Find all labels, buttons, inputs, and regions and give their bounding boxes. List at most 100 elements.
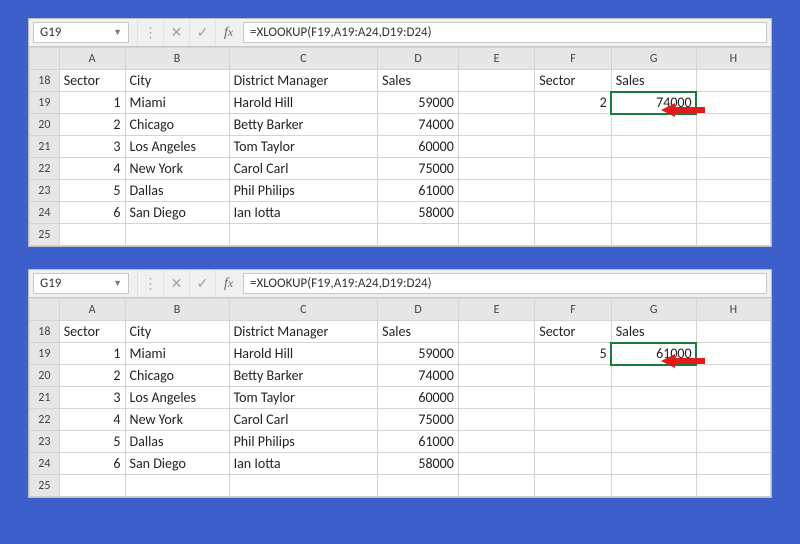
cell[interactable] (535, 475, 611, 497)
cell[interactable] (378, 224, 459, 246)
cell[interactable] (696, 343, 770, 365)
cell[interactable] (696, 409, 770, 431)
header-cell[interactable]: Sector (59, 321, 125, 343)
cell[interactable] (696, 92, 770, 114)
row-header[interactable]: 19 (30, 343, 60, 365)
cell[interactable] (611, 114, 696, 136)
cell[interactable] (535, 180, 611, 202)
header-cell[interactable]: Sales (378, 321, 459, 343)
cell[interactable]: 1 (59, 92, 125, 114)
cell[interactable]: 60000 (378, 387, 459, 409)
cell[interactable] (535, 202, 611, 224)
cell[interactable] (611, 158, 696, 180)
row-header[interactable]: 24 (30, 202, 60, 224)
cell[interactable] (229, 224, 378, 246)
cell[interactable] (458, 224, 534, 246)
cell[interactable]: Los Angeles (125, 387, 229, 409)
cell[interactable] (535, 409, 611, 431)
cell[interactable]: 5 (59, 180, 125, 202)
cancel-icon[interactable]: ✕ (163, 19, 189, 46)
fx-icon[interactable]: fx (215, 19, 241, 46)
fx-icon[interactable]: fx (215, 270, 241, 297)
chevron-down-icon[interactable]: ▼ (113, 27, 122, 38)
row-header[interactable]: 22 (30, 409, 60, 431)
row-header[interactable]: 18 (30, 321, 60, 343)
cell[interactable] (458, 387, 534, 409)
cell[interactable] (458, 321, 534, 343)
column-header[interactable]: F (535, 48, 611, 70)
cell[interactable] (458, 158, 534, 180)
select-all-corner[interactable] (30, 299, 60, 321)
header-cell[interactable]: Sector (535, 321, 611, 343)
header-cell[interactable]: District Manager (229, 70, 378, 92)
name-box[interactable]: G19▼ (33, 22, 129, 43)
cell[interactable]: New York (125, 409, 229, 431)
cell[interactable] (535, 453, 611, 475)
cell[interactable] (458, 453, 534, 475)
cell[interactable] (458, 343, 534, 365)
row-header[interactable]: 25 (30, 475, 60, 497)
column-header[interactable]: D (378, 48, 459, 70)
row-header[interactable]: 18 (30, 70, 60, 92)
cell[interactable] (535, 387, 611, 409)
cell[interactable] (611, 475, 696, 497)
cell[interactable] (458, 114, 534, 136)
cell[interactable] (458, 409, 534, 431)
cancel-icon[interactable]: ✕ (163, 270, 189, 297)
formula-input[interactable]: =XLOOKUP(F19,A19:A24,D19:D24) (243, 273, 767, 294)
column-header[interactable]: D (378, 299, 459, 321)
column-header[interactable]: F (535, 299, 611, 321)
cell[interactable] (696, 202, 770, 224)
cell[interactable] (696, 365, 770, 387)
cell[interactable]: 1 (59, 343, 125, 365)
header-cell[interactable]: Sales (611, 70, 696, 92)
column-header[interactable]: B (125, 48, 229, 70)
header-cell[interactable]: Sales (378, 70, 459, 92)
check-icon[interactable]: ✓ (189, 19, 215, 46)
cell[interactable]: 6 (59, 453, 125, 475)
cell[interactable] (696, 114, 770, 136)
cell[interactable]: Ian Iotta (229, 453, 378, 475)
column-header[interactable]: G (611, 299, 696, 321)
cell[interactable]: Carol Carl (229, 158, 378, 180)
cell[interactable]: Phil Philips (229, 180, 378, 202)
column-header[interactable]: H (696, 299, 770, 321)
column-header[interactable]: C (229, 299, 378, 321)
cell[interactable]: Tom Taylor (229, 387, 378, 409)
cell[interactable] (458, 92, 534, 114)
cell[interactable]: 59000 (378, 343, 459, 365)
cell[interactable] (59, 475, 125, 497)
cell[interactable]: Phil Philips (229, 431, 378, 453)
cell[interactable]: 59000 (378, 92, 459, 114)
cell[interactable] (458, 70, 534, 92)
cell[interactable] (611, 136, 696, 158)
cell[interactable] (696, 321, 770, 343)
column-header[interactable]: H (696, 48, 770, 70)
cell[interactable] (696, 431, 770, 453)
cell[interactable] (535, 431, 611, 453)
lookup-input-cell[interactable]: 5 (535, 343, 611, 365)
cell[interactable]: Tom Taylor (229, 136, 378, 158)
column-header[interactable]: E (458, 48, 534, 70)
cell[interactable]: Miami (125, 343, 229, 365)
cell[interactable]: San Diego (125, 202, 229, 224)
cell[interactable]: 2 (59, 114, 125, 136)
cell[interactable]: 75000 (378, 409, 459, 431)
cell[interactable]: 4 (59, 158, 125, 180)
header-cell[interactable]: Sales (611, 321, 696, 343)
column-header[interactable]: G (611, 48, 696, 70)
select-all-corner[interactable] (30, 48, 60, 70)
row-header[interactable]: 19 (30, 92, 60, 114)
cell[interactable]: 5 (59, 431, 125, 453)
cell[interactable]: 3 (59, 387, 125, 409)
row-header[interactable]: 25 (30, 224, 60, 246)
formula-input[interactable]: =XLOOKUP(F19,A19:A24,D19:D24) (243, 22, 767, 43)
row-header[interactable]: 23 (30, 180, 60, 202)
cell[interactable]: 60000 (378, 136, 459, 158)
chevron-down-icon[interactable]: ▼ (113, 278, 122, 289)
column-header[interactable]: A (59, 299, 125, 321)
cell[interactable] (125, 224, 229, 246)
cell[interactable]: 6 (59, 202, 125, 224)
cell[interactable]: Miami (125, 92, 229, 114)
name-box[interactable]: G19▼ (33, 273, 129, 294)
